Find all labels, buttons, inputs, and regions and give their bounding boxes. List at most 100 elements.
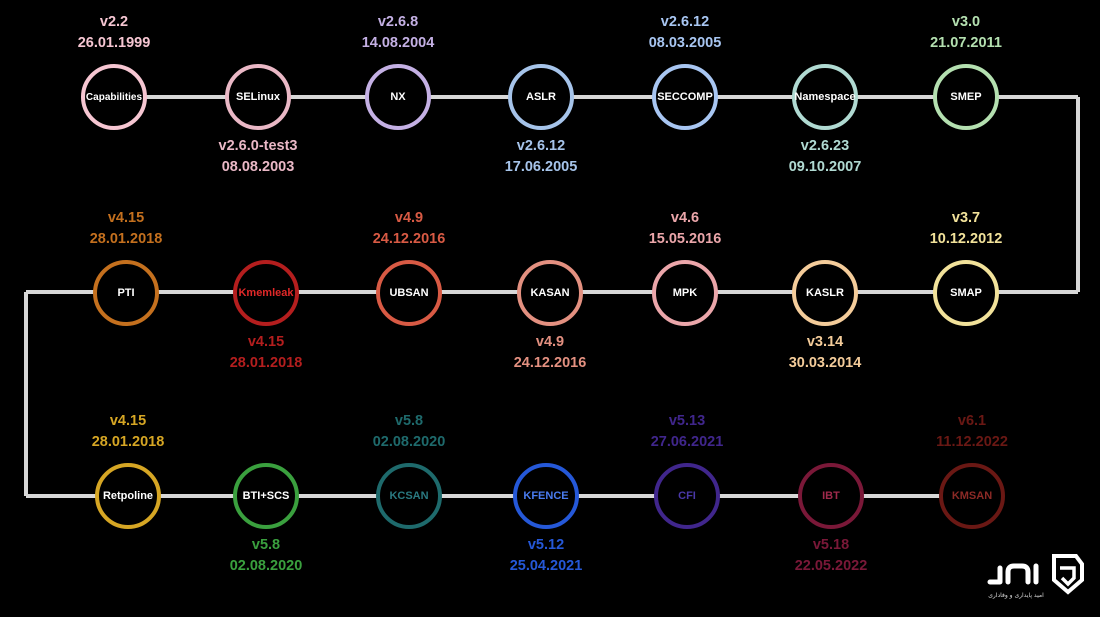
version-number: v2.6.12 xyxy=(516,138,566,154)
release-date: 10.12.2012 xyxy=(929,231,1003,247)
version-number: v4.9 xyxy=(394,210,424,226)
node-seccomp: SECCOMP xyxy=(652,64,718,130)
node-label: IBT xyxy=(822,490,840,502)
node-label: BTI+SCS xyxy=(242,490,290,502)
release-date: 27.06.2021 xyxy=(650,434,724,450)
version-label: v5.18 22.05.2022 xyxy=(751,535,911,577)
version-number: v5.12 xyxy=(527,537,565,553)
node-label: KFENCE xyxy=(523,490,569,502)
version-number: v2.6.12 xyxy=(660,14,710,30)
version-label: v4.15 28.01.2018 xyxy=(186,332,346,374)
version-number: v5.18 xyxy=(812,537,850,553)
node-mpk: MPK xyxy=(652,260,718,326)
release-date: 24.12.2016 xyxy=(372,231,446,247)
version-label: v3.7 10.12.2012 xyxy=(886,208,1046,250)
node-kmemleak: Kmemleak xyxy=(233,260,299,326)
version-label: v3.14 30.03.2014 xyxy=(745,332,905,374)
version-label: v4.6 15.05.2016 xyxy=(605,208,765,250)
version-label: v3.0 21.07.2011 xyxy=(886,12,1046,54)
node-cfi: CFI xyxy=(654,463,720,529)
node-label: Capabilities xyxy=(85,91,143,103)
version-number: v2.6.0-test3 xyxy=(218,138,298,154)
node-label: Kmemleak xyxy=(238,287,294,299)
node-smap: SMAP xyxy=(933,260,999,326)
release-date: 26.01.1999 xyxy=(77,35,151,51)
version-label: v4.9 24.12.2016 xyxy=(470,332,630,374)
node-pti: PTI xyxy=(93,260,159,326)
release-date: 28.01.2018 xyxy=(229,355,303,371)
node-label: SMEP xyxy=(950,91,982,103)
version-number: v2.6.8 xyxy=(377,14,419,30)
version-label: v5.8 02.08.2020 xyxy=(329,411,489,453)
version-label: v2.6.0-test3 08.08.2003 xyxy=(178,136,338,178)
release-date: 17.06.2005 xyxy=(504,159,578,175)
node-label: NX xyxy=(390,91,406,103)
node-label: SELinux xyxy=(235,91,280,103)
version-label: v5.8 02.08.2020 xyxy=(186,535,346,577)
version-number: v4.15 xyxy=(109,413,147,429)
release-date: 08.03.2005 xyxy=(648,35,722,51)
version-number: v4.9 xyxy=(535,334,565,350)
release-date: 21.07.2011 xyxy=(930,35,1002,51)
version-number: v2.2 xyxy=(99,14,129,30)
version-number: v5.13 xyxy=(668,413,706,429)
release-date: 02.08.2020 xyxy=(372,434,446,450)
node-kcsan: KCSAN xyxy=(376,463,442,529)
logo-tagline: امید پایداری و وفاداری xyxy=(988,592,1044,599)
node-kaslr: KASLR xyxy=(792,260,858,326)
node-ibt: IBT xyxy=(798,463,864,529)
node-label: PTI xyxy=(117,287,135,299)
version-number: v3.0 xyxy=(951,14,981,30)
version-label: v2.6.23 09.10.2007 xyxy=(745,136,905,178)
version-label: v2.6.8 14.08.2004 xyxy=(318,12,478,54)
node-selinux: SELinux xyxy=(225,64,291,130)
node-bti-scs: BTI+SCS xyxy=(233,463,299,529)
release-date: 08.08.2003 xyxy=(221,159,295,175)
version-number: v4.6 xyxy=(670,210,700,226)
node-kmsan: KMSAN xyxy=(939,463,1005,529)
release-date: 22.05.2022 xyxy=(794,558,868,574)
version-label: v4.9 24.12.2016 xyxy=(329,208,489,250)
release-date: 25.04.2021 xyxy=(509,558,583,574)
version-number: v2.6.23 xyxy=(800,138,850,154)
node-kfence: KFENCE xyxy=(513,463,579,529)
release-date: 02.08.2020 xyxy=(229,558,303,574)
release-date: 11.12.2022 xyxy=(936,434,1008,450)
node-label: KMSAN xyxy=(951,490,993,502)
version-label: v2.6.12 17.06.2005 xyxy=(461,136,621,178)
node-capabilities: Capabilities xyxy=(81,64,147,130)
node-label: MPK xyxy=(672,287,698,299)
node-ubsan: UBSAN xyxy=(376,260,442,326)
node-label: UBSAN xyxy=(389,287,429,299)
release-date: 28.01.2018 xyxy=(89,231,163,247)
release-date: 30.03.2014 xyxy=(788,355,862,371)
node-aslr: ASLR xyxy=(508,64,574,130)
version-label: v6.1 11.12.2022 xyxy=(892,411,1052,453)
version-number: v4.15 xyxy=(107,210,145,226)
node-label: KCSAN xyxy=(389,490,429,502)
release-date: 24.12.2016 xyxy=(513,355,587,371)
node-kasan: KASAN xyxy=(517,260,583,326)
version-number: v3.7 xyxy=(951,210,981,226)
node-label: Retpoline xyxy=(102,490,154,502)
node-nx: NX xyxy=(365,64,431,130)
version-number: v3.14 xyxy=(806,334,844,350)
node-label: SECCOMP xyxy=(657,91,713,103)
release-date: 28.01.2018 xyxy=(91,434,165,450)
node-smep: SMEP xyxy=(933,64,999,130)
node-label: Namespace xyxy=(794,91,856,103)
version-label: v2.2 26.01.1999 xyxy=(34,12,194,54)
release-date: 15.05.2016 xyxy=(648,231,722,247)
version-label: v5.13 27.06.2021 xyxy=(607,411,767,453)
node-label: KASAN xyxy=(530,287,570,299)
version-label: v5.12 25.04.2021 xyxy=(466,535,626,577)
brand-logo: امید پایداری و وفاداری xyxy=(986,552,1086,608)
node-label: CFI xyxy=(678,490,696,502)
version-label: v4.15 28.01.2018 xyxy=(48,411,208,453)
release-date: 09.10.2007 xyxy=(788,159,862,175)
node-label: ASLR xyxy=(526,91,556,103)
node-namespace: Namespace xyxy=(792,64,858,130)
version-label: v2.6.12 08.03.2005 xyxy=(605,12,765,54)
shield-icon xyxy=(1052,554,1084,595)
